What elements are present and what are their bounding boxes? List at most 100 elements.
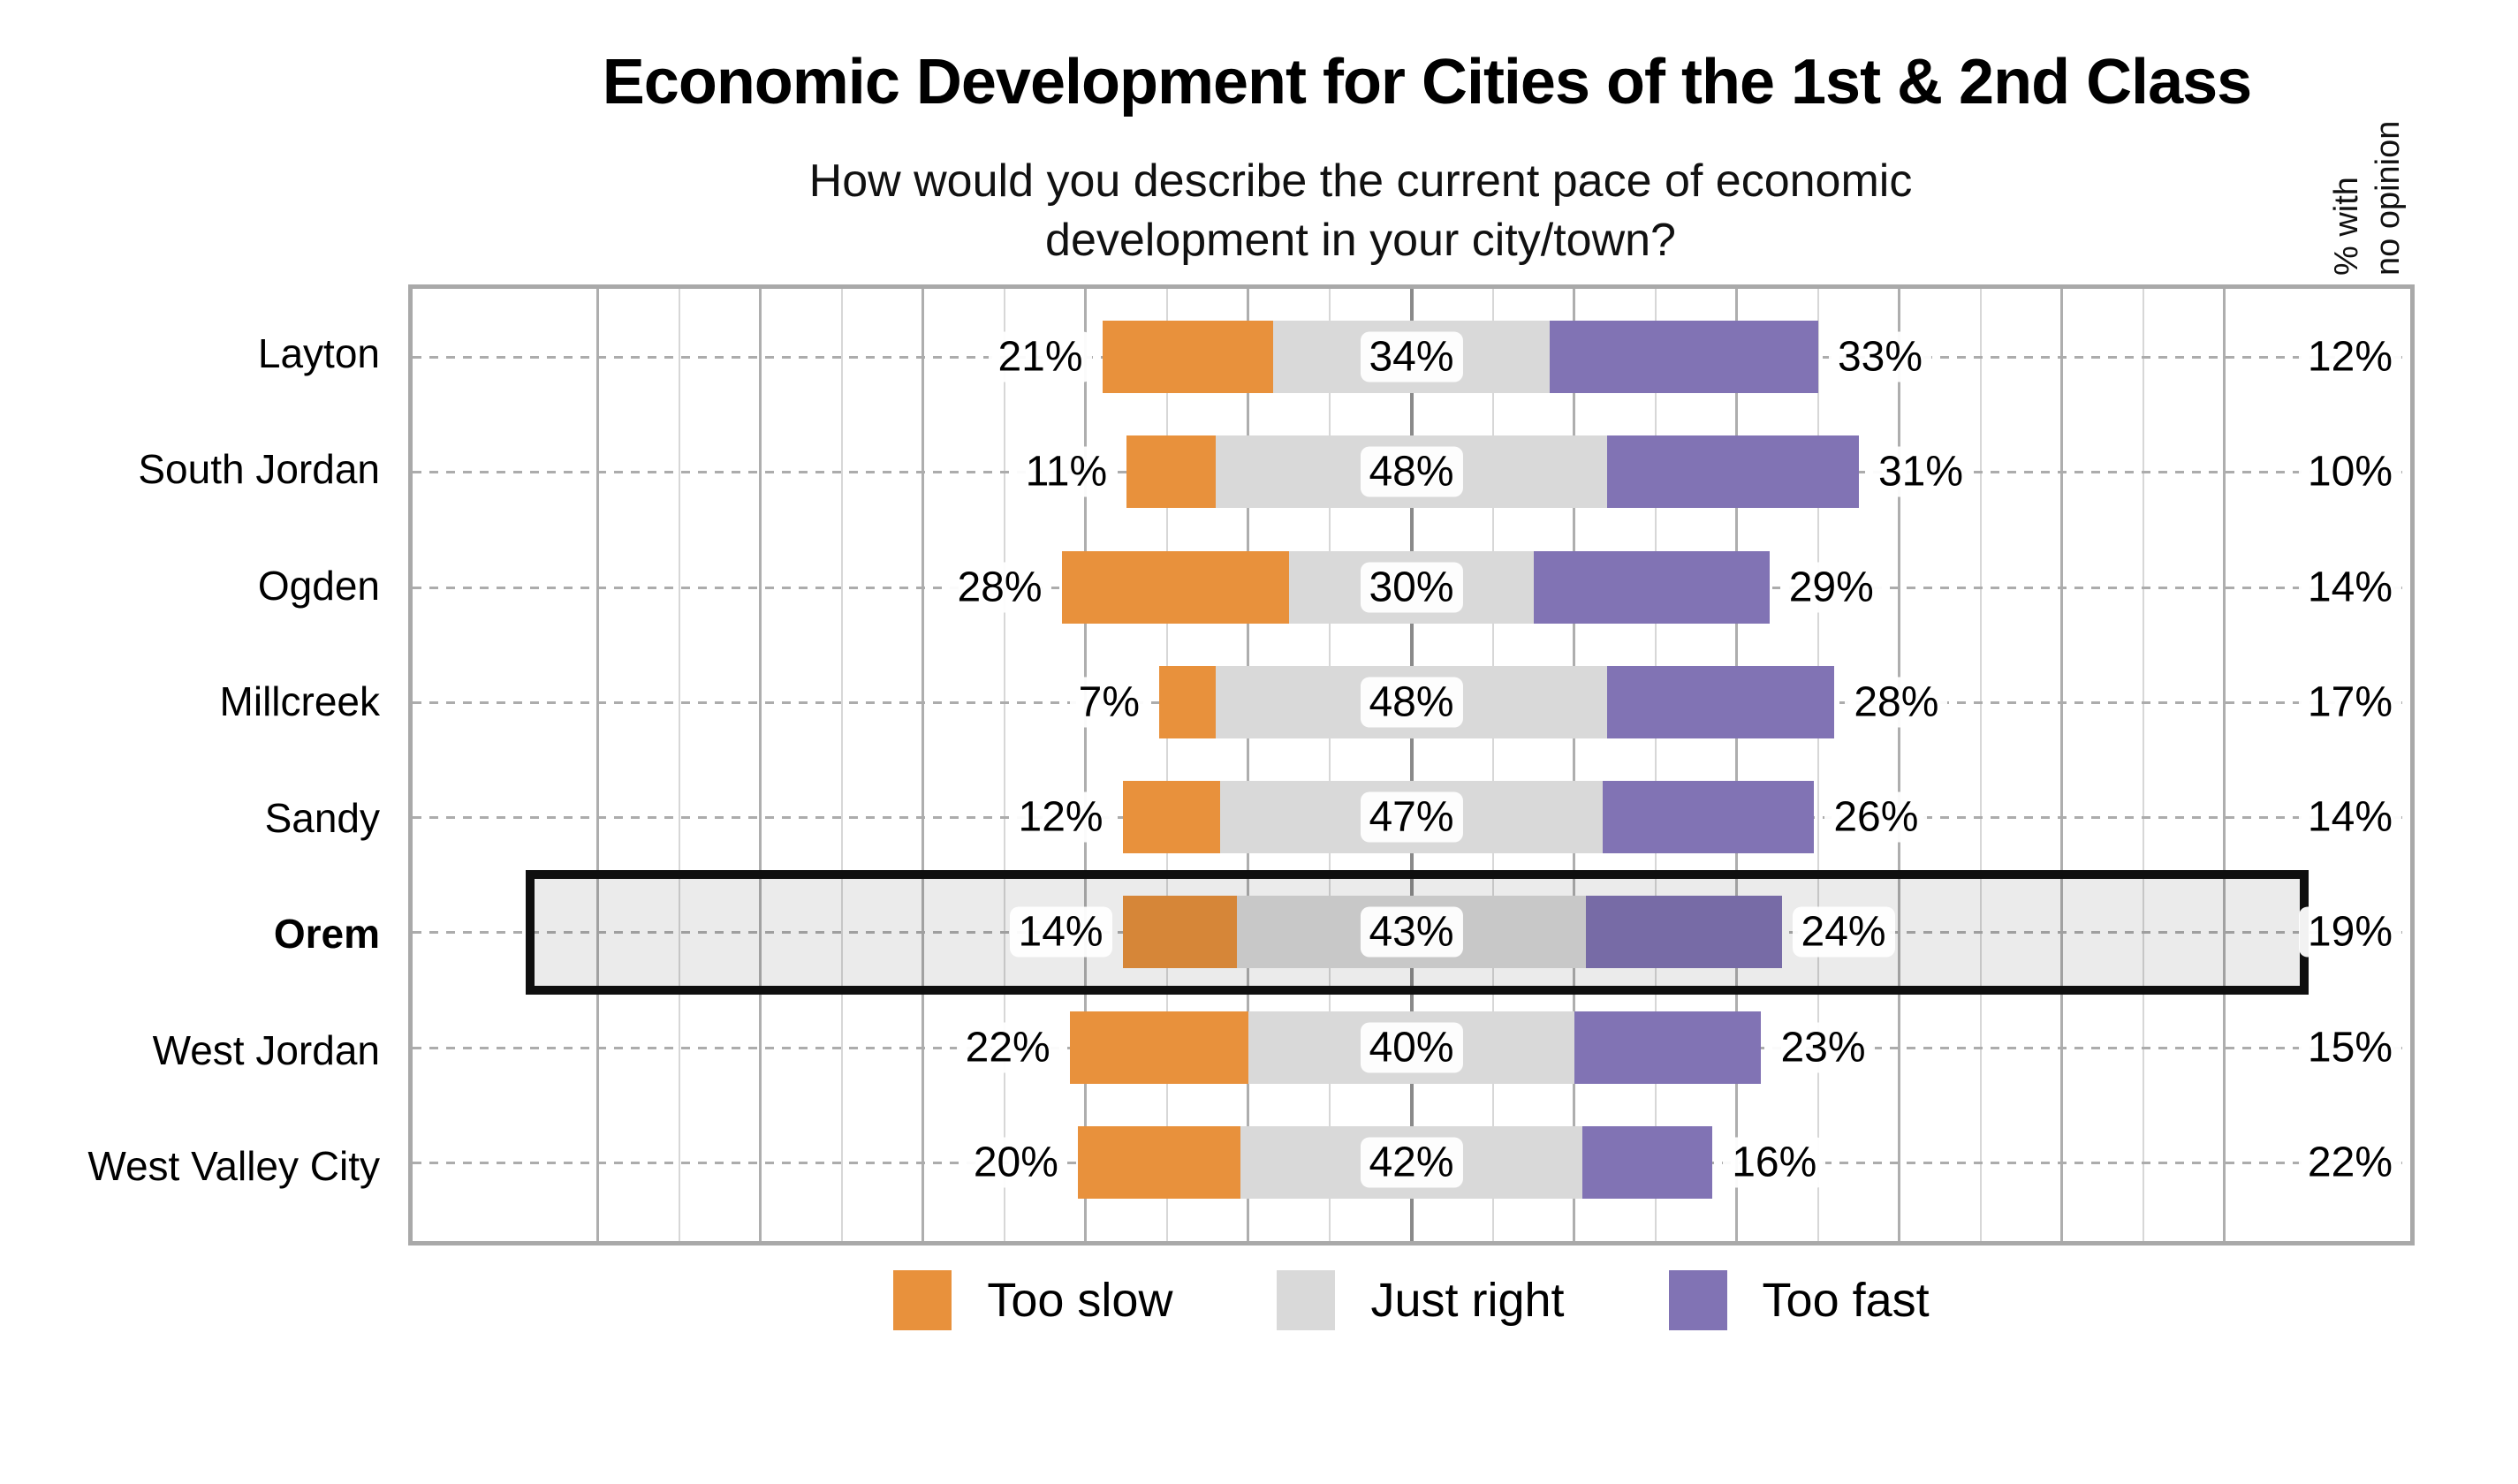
bar-segment-too-slow — [1122, 781, 1221, 854]
legend-label-just-right: Just right — [1370, 1274, 1565, 1327]
city-label: West Jordan — [152, 1026, 380, 1073]
value-label-too-fast: 16% — [1723, 1137, 1826, 1188]
gridline — [1166, 289, 1169, 1241]
city-label: Orem — [273, 911, 380, 958]
value-label-too-fast: 23% — [1771, 1022, 1875, 1073]
center-gridline — [1409, 289, 1414, 1241]
legend-swatch-just-right — [1277, 1270, 1336, 1330]
bar-segment-too-slow — [1122, 896, 1237, 969]
value-label-too-fast: 28% — [1845, 677, 1948, 728]
value-label-too-slow: 22% — [956, 1022, 1059, 1073]
chart-title: Economic Development for Cities of the 1… — [602, 47, 2252, 117]
gridline — [921, 289, 924, 1241]
value-label-no-opinion: 22% — [2298, 1137, 2401, 1188]
bar-row: 20% 42% 16% 22% — [413, 1105, 2410, 1220]
value-label-too-fast: 26% — [1824, 791, 1928, 843]
gridline — [1816, 289, 1819, 1241]
bar-segment-too-slow — [1069, 1011, 1249, 1084]
no-opinion-axis-label-line2: no opinion — [2370, 120, 2407, 276]
value-label-too-slow: 21% — [989, 331, 1092, 382]
value-label-too-slow: 28% — [948, 562, 1051, 613]
chart-subtitle-line2: development in your city/town? — [1045, 215, 1676, 266]
gridline — [840, 289, 843, 1241]
gridline — [758, 289, 762, 1241]
gridline — [1329, 289, 1331, 1241]
chart-subtitle-line1: How would you describe the current pace … — [808, 155, 1913, 207]
value-label-too-fast: 31% — [1869, 446, 1973, 497]
gridline — [1084, 289, 1088, 1241]
bar-segment-too-fast — [1606, 665, 1835, 738]
value-label-too-fast: 33% — [1828, 331, 1932, 382]
value-label-just-right: 47% — [1360, 791, 1463, 843]
chart-subtitle: How would you describe the current pace … — [477, 152, 2244, 270]
gridline — [595, 289, 599, 1241]
bar-segment-too-slow — [1102, 321, 1273, 394]
value-label-just-right: 30% — [1360, 562, 1463, 613]
value-label-no-opinion: 15% — [2298, 1022, 2401, 1073]
value-label-too-fast: 24% — [1792, 906, 1895, 958]
city-label: Millcreek — [219, 678, 380, 725]
bar-segment-too-slow — [1077, 1125, 1241, 1199]
bar-rows: 21% 34% 33% 12% 11% 48% 31% 10% 28% 30% 29% 14% 7% 48… — [413, 299, 2410, 1220]
bar-row: 21% 34% 33% 12% — [413, 299, 2410, 414]
gridline — [678, 289, 680, 1241]
value-label-no-opinion: 19% — [2298, 906, 2401, 958]
bar-segment-too-fast — [1533, 550, 1770, 624]
bar-segment-too-slow — [1159, 665, 1217, 738]
value-label-no-opinion: 14% — [2298, 791, 2401, 843]
legend: Too slow Just right Too fast — [408, 1270, 2415, 1330]
bar-row: 14% 43% 24% 19% — [413, 870, 2410, 995]
legend-swatch-too-slow — [893, 1270, 952, 1330]
gridline — [1980, 289, 1983, 1241]
gridline — [1898, 289, 1901, 1241]
gridline — [1654, 289, 1657, 1241]
gridline — [1247, 289, 1250, 1241]
legend-item-just-right: Just right — [1277, 1270, 1565, 1330]
city-label: South Jordan — [138, 446, 380, 493]
value-label-just-right: 48% — [1360, 677, 1463, 728]
bar-segment-too-fast — [1581, 1125, 1713, 1199]
city-label: Ogden — [257, 562, 380, 609]
bar-segment-too-fast — [1550, 321, 1818, 394]
no-opinion-axis-label-line1: % with — [2328, 177, 2365, 276]
legend-item-too-slow: Too slow — [893, 1270, 1172, 1330]
legend-swatch-too-fast — [1668, 1270, 1727, 1330]
value-label-no-opinion: 10% — [2298, 446, 2401, 497]
bar-segment-too-slow — [1061, 550, 1290, 624]
bar-row: 28% 30% 29% 14% — [413, 530, 2410, 645]
legend-item-too-fast: Too fast — [1668, 1270, 1930, 1330]
gridline — [2223, 289, 2226, 1241]
bar-row: 11% 48% 31% 10% — [413, 414, 2410, 529]
bar-row: 12% 47% 26% 14% — [413, 760, 2410, 874]
value-label-too-slow: 7% — [1069, 677, 1149, 728]
bar-segment-too-fast — [1606, 435, 1859, 509]
gridline — [1734, 289, 1738, 1241]
legend-label-too-slow: Too slow — [987, 1274, 1173, 1327]
gridline — [1491, 289, 1494, 1241]
value-label-too-slow: 14% — [1009, 906, 1112, 958]
value-label-too-slow: 12% — [1009, 791, 1112, 843]
value-label-no-opinion: 12% — [2298, 331, 2401, 382]
value-label-just-right: 34% — [1360, 331, 1463, 382]
value-label-no-opinion: 17% — [2298, 677, 2401, 728]
value-label-just-right: 48% — [1360, 446, 1463, 497]
value-label-just-right: 43% — [1360, 906, 1463, 958]
gridline — [1004, 289, 1006, 1241]
value-label-just-right: 40% — [1360, 1022, 1463, 1073]
value-label-too-fast: 29% — [1779, 562, 1883, 613]
plot-area: 21% 34% 33% 12% 11% 48% 31% 10% 28% 30% 29% 14% 7% 48… — [408, 284, 2415, 1246]
value-label-no-opinion: 14% — [2298, 562, 2401, 613]
no-opinion-axis-label: % with no opinion — [2326, 64, 2418, 276]
city-label: West Valley City — [87, 1143, 380, 1190]
bar-row: 7% 48% 28% 17% — [413, 645, 2410, 760]
city-label-column: Layton South Jordan Ogden Millcreek Sandy Ore… — [0, 295, 380, 1224]
value-label-too-slow: 20% — [964, 1137, 1067, 1188]
bar-segment-too-slow — [1126, 435, 1217, 509]
bar-row: 22% 40% 23% 15% — [413, 990, 2410, 1105]
city-label: Sandy — [264, 794, 380, 841]
bar-segment-too-fast — [1602, 781, 1815, 854]
gridline — [2060, 289, 2064, 1241]
city-label: Layton — [257, 329, 380, 376]
value-label-too-slow: 11% — [1016, 446, 1117, 497]
legend-label-too-fast: Too fast — [1762, 1274, 1930, 1327]
